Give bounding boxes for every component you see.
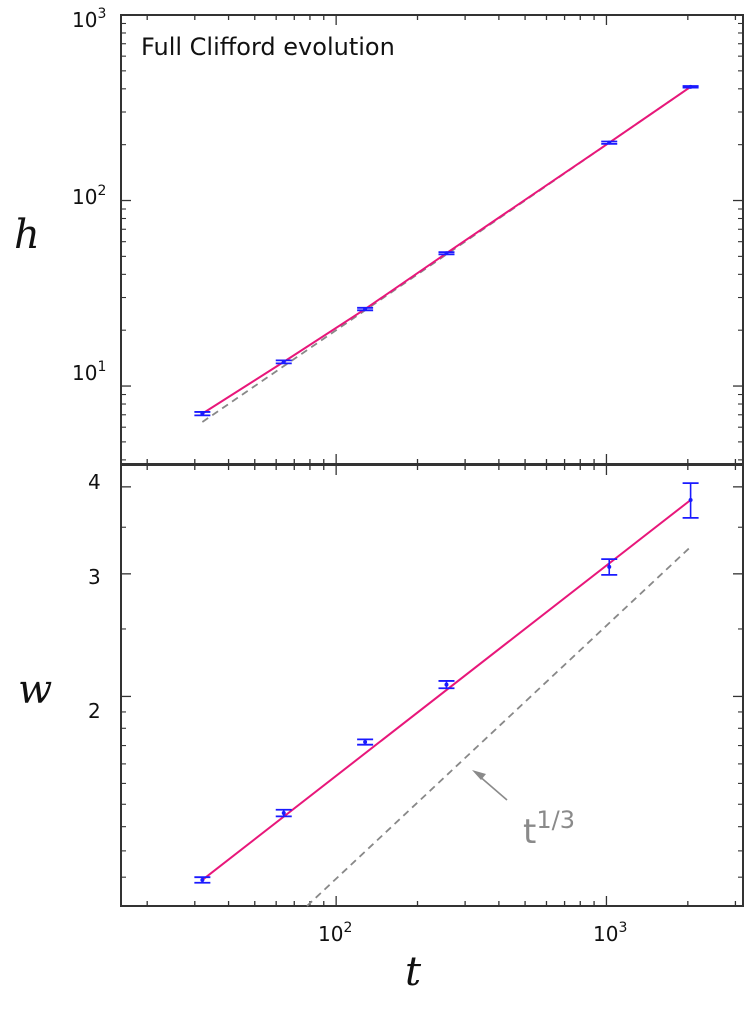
h-data-point — [601, 140, 618, 145]
w-data-point — [194, 876, 211, 884]
x-tick-label-1e2: 102 — [318, 920, 352, 946]
y-tick-label-4: 4 — [88, 470, 101, 494]
data-marker — [281, 811, 286, 816]
top-panel: Full Clifford evolution 101 102 103 h — [14, 6, 744, 465]
x-tick-label-1e3: 103 — [593, 920, 627, 946]
top-axis-ticks — [121, 14, 743, 464]
bottom-series — [194, 482, 699, 907]
data-marker — [200, 411, 205, 416]
t-one-third-annotation: t1/3 — [472, 770, 575, 852]
w-data-point — [601, 558, 618, 576]
data-marker — [363, 740, 368, 745]
w-reference-line — [306, 546, 692, 907]
y-tick-label-3: 3 — [88, 565, 101, 589]
data-marker — [607, 564, 612, 569]
data-marker — [607, 140, 612, 145]
h-data-point — [275, 359, 292, 365]
h-fit-line — [201, 86, 692, 415]
h-data-point — [438, 251, 455, 256]
y-tick-label-1e3: 103 — [72, 6, 106, 32]
bottom-plot-frame — [120, 464, 744, 907]
data-marker — [688, 497, 693, 502]
h-data-point — [682, 84, 699, 89]
top-panel-title: Full Clifford evolution — [141, 33, 395, 61]
y-axis-label-h: h — [14, 212, 40, 258]
data-marker — [200, 877, 205, 882]
w-data-point — [275, 808, 292, 818]
annotation-label: t1/3 — [523, 806, 575, 852]
annotation-arrowhead — [472, 770, 486, 780]
annotation-arrow-shaft — [477, 774, 508, 801]
data-marker — [281, 359, 286, 364]
bottom-axis-ticks — [121, 465, 743, 906]
data-marker — [444, 251, 449, 256]
bottom-panel: 4 3 2 102 103 w t t1/3 — [18, 464, 744, 995]
h-data-point — [357, 306, 374, 312]
y-tick-label-1e2: 102 — [72, 183, 106, 209]
w-data-point — [438, 680, 455, 690]
data-marker — [444, 682, 449, 687]
y-tick-label-2: 2 — [88, 699, 101, 723]
x-axis-label-t: t — [405, 949, 422, 995]
top-plot-frame — [120, 14, 744, 465]
w-fit-line — [201, 499, 692, 881]
w-data-point — [357, 738, 374, 746]
data-marker — [363, 307, 368, 312]
y-axis-label-w: w — [18, 667, 52, 713]
y-tick-label-1e1: 101 — [72, 359, 106, 385]
h-data-point — [194, 411, 211, 417]
top-series — [194, 84, 699, 423]
data-marker — [688, 84, 693, 89]
w-data-point — [682, 482, 699, 519]
